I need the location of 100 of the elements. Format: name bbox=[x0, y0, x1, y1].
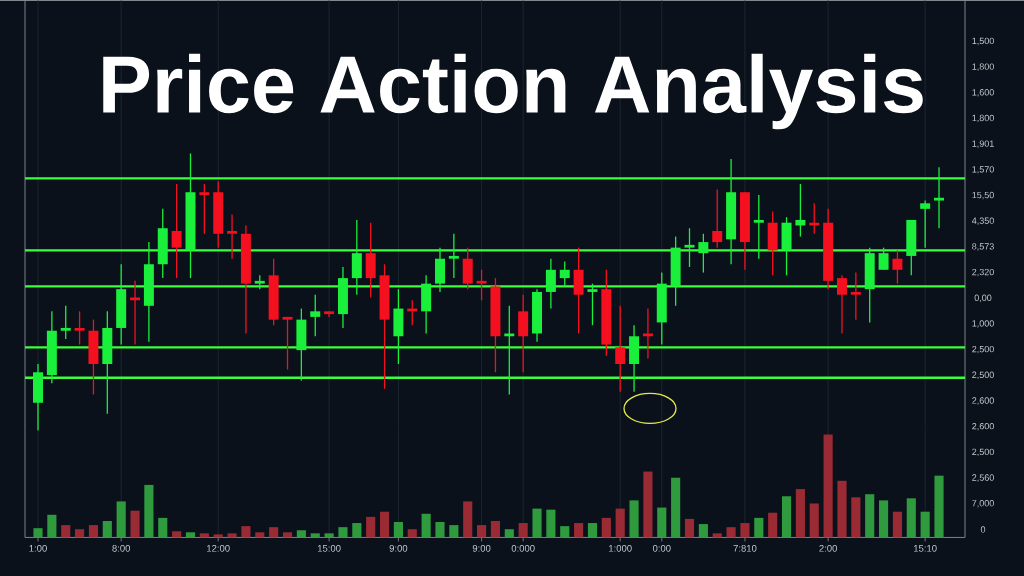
bar bbox=[684, 518, 695, 538]
candlestick bbox=[130, 280, 141, 346]
bar bbox=[61, 524, 71, 538]
candlestick bbox=[310, 293, 321, 337]
x-tick-label: 9:00 bbox=[472, 544, 491, 552]
bar bbox=[282, 532, 293, 538]
bar bbox=[601, 517, 611, 538]
bar bbox=[352, 522, 362, 538]
text: 1,000 bbox=[972, 320, 994, 328]
x-tick-label: 1:000 bbox=[609, 544, 632, 552]
bar bbox=[393, 521, 403, 538]
x-tick-label: 15:00 bbox=[317, 544, 341, 552]
bar bbox=[421, 513, 431, 538]
candlestick bbox=[282, 316, 293, 370]
bar bbox=[532, 508, 542, 538]
bar bbox=[88, 524, 99, 538]
text: 2,600 bbox=[972, 397, 994, 405]
bar bbox=[865, 493, 875, 538]
bar bbox=[906, 498, 916, 538]
bar bbox=[768, 512, 778, 538]
candlestick bbox=[684, 227, 695, 268]
bar bbox=[199, 533, 209, 538]
bar bbox=[172, 531, 182, 538]
candlestick bbox=[448, 232, 459, 279]
candlestick bbox=[74, 310, 85, 346]
bar bbox=[324, 533, 334, 538]
bar bbox=[740, 522, 750, 538]
text: 2,600 bbox=[972, 422, 994, 431]
bar bbox=[269, 526, 279, 538]
bar bbox=[241, 525, 251, 538]
candlestick bbox=[698, 232, 709, 273]
x-tick-label: 8:00 bbox=[112, 544, 131, 552]
text: 2,560 bbox=[972, 474, 994, 482]
bar bbox=[477, 524, 487, 538]
text: 4,350 bbox=[971, 217, 994, 225]
candlestick bbox=[227, 213, 238, 260]
x-tick-label: 1:00 bbox=[29, 544, 47, 552]
bar bbox=[837, 480, 847, 538]
bar bbox=[878, 500, 889, 538]
bar bbox=[934, 475, 944, 538]
candlestick bbox=[850, 271, 861, 321]
bar bbox=[255, 532, 265, 538]
bar bbox=[809, 503, 819, 538]
bar bbox=[892, 511, 902, 538]
text: 1,800 bbox=[972, 63, 994, 71]
bar bbox=[47, 514, 57, 538]
bar bbox=[75, 528, 85, 538]
bar bbox=[851, 497, 861, 538]
bar bbox=[643, 471, 653, 538]
bar bbox=[657, 507, 667, 538]
bar bbox=[823, 434, 833, 538]
bar bbox=[407, 528, 417, 538]
text: 2,500 bbox=[972, 371, 994, 379]
bar bbox=[144, 484, 154, 538]
text: 2,320 bbox=[972, 268, 994, 277]
candlestick bbox=[587, 282, 598, 326]
bar bbox=[379, 511, 390, 538]
candlestick bbox=[60, 304, 71, 340]
text: 0 bbox=[980, 526, 986, 533]
text: 8,573 bbox=[972, 242, 994, 251]
bar bbox=[227, 533, 237, 538]
chart-title: Price Action Analysis bbox=[103, 53, 923, 130]
bar bbox=[781, 496, 792, 538]
candlestick bbox=[892, 249, 903, 285]
bar bbox=[546, 509, 556, 538]
candlestick bbox=[920, 199, 931, 249]
text: 1,500 bbox=[972, 37, 994, 45]
text: 7,000 bbox=[972, 499, 994, 508]
bar bbox=[33, 527, 43, 538]
candlestick bbox=[753, 194, 764, 260]
bar bbox=[366, 516, 376, 538]
bar bbox=[158, 517, 168, 538]
bar bbox=[435, 521, 445, 538]
x-tick-label: 2:00 bbox=[819, 544, 837, 552]
bar bbox=[671, 477, 681, 538]
x-tick-label: 0:000 bbox=[511, 544, 535, 552]
bar bbox=[130, 510, 140, 538]
bar bbox=[504, 528, 514, 538]
bar bbox=[629, 500, 639, 538]
bar bbox=[560, 525, 570, 538]
candlestick bbox=[934, 166, 945, 229]
bar bbox=[213, 534, 223, 538]
bar bbox=[795, 488, 805, 538]
bar bbox=[920, 511, 930, 538]
bar bbox=[587, 522, 598, 538]
candlestick bbox=[476, 268, 487, 301]
x-tick-label: 15:10 bbox=[913, 544, 937, 552]
x-tick-label: 7:810 bbox=[733, 544, 757, 552]
x-tick-label: 9:00 bbox=[389, 544, 408, 552]
text: 2,500 bbox=[972, 345, 994, 354]
candlestick bbox=[878, 246, 889, 271]
bar bbox=[463, 501, 473, 538]
candlestick bbox=[199, 183, 210, 235]
bar bbox=[102, 520, 112, 538]
bar bbox=[310, 533, 320, 538]
bar bbox=[754, 517, 764, 538]
x-tick-label: 0:00 bbox=[652, 544, 671, 552]
candlestick bbox=[795, 183, 806, 237]
bar bbox=[712, 533, 722, 538]
bar bbox=[698, 523, 708, 538]
